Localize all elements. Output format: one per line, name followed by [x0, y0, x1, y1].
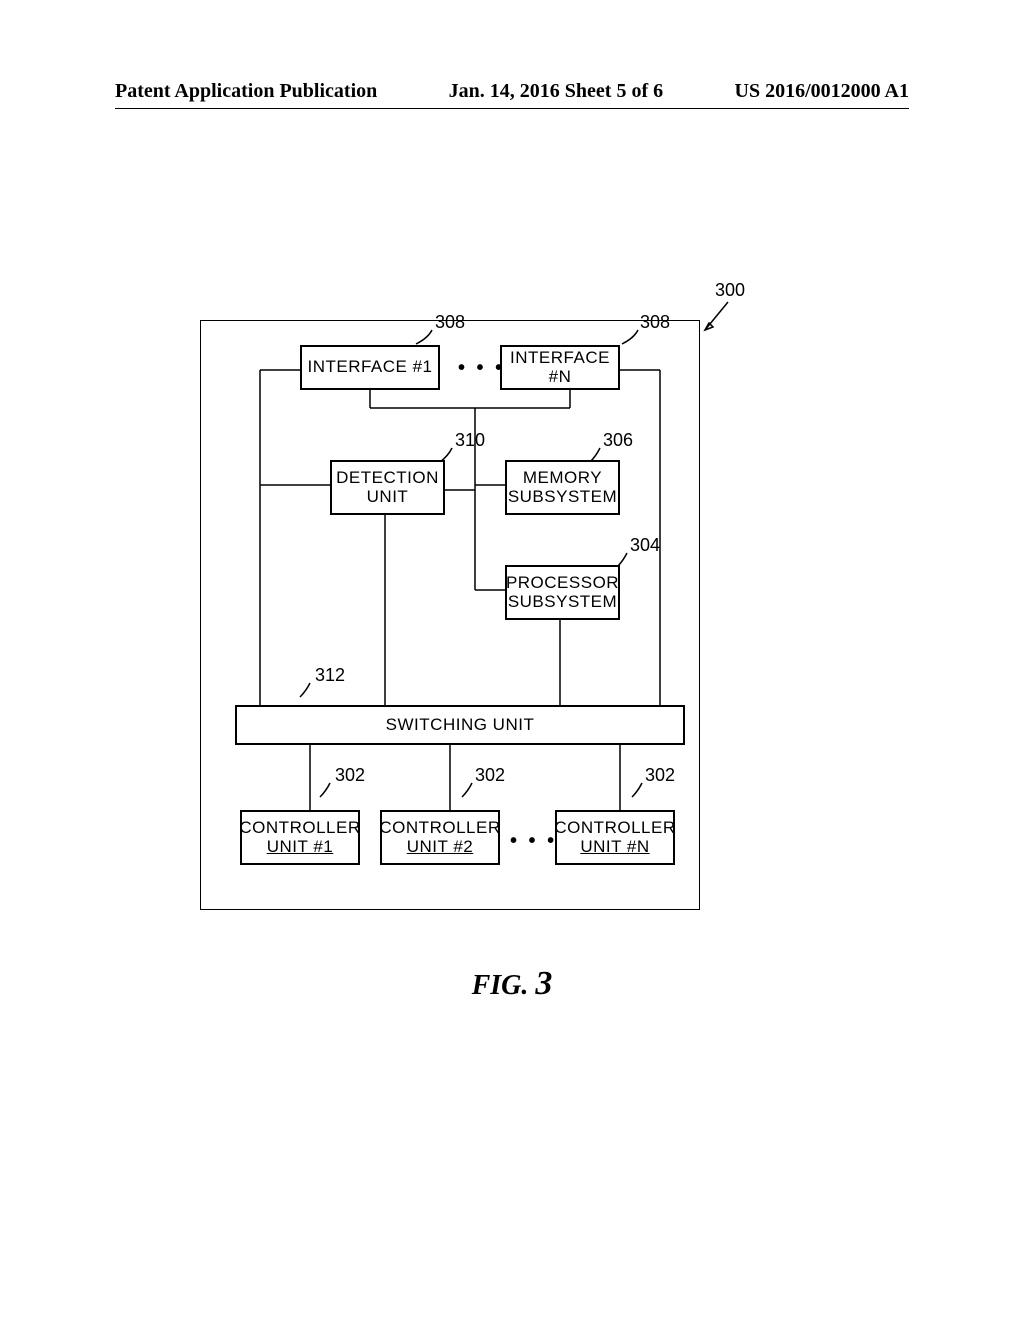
header-center: Jan. 14, 2016 Sheet 5 of 6 — [449, 80, 663, 103]
ref-controller-1: 302 — [335, 765, 365, 786]
page-header: Patent Application Publication Jan. 14, … — [0, 80, 1024, 103]
interface-1-label: INTERFACE #1 — [307, 358, 432, 377]
ref-controller-2: 302 — [475, 765, 505, 786]
block-controller-1: CONTROLLER UNIT #1 — [240, 810, 360, 865]
header-rule — [115, 108, 909, 109]
ref-interface-1: 308 — [435, 312, 465, 333]
detection-label-1: DETECTION — [336, 469, 439, 488]
fig-prefix: FIG. — [472, 970, 529, 1001]
interface-n-label: INTERFACE #N — [502, 349, 618, 386]
ref-controller-n: 302 — [645, 765, 675, 786]
memory-label-1: MEMORY — [523, 469, 602, 488]
controller-n-label-2: UNIT #N — [580, 838, 649, 857]
ref-memory: 306 — [603, 430, 633, 451]
block-memory: MEMORY SUBSYSTEM — [505, 460, 620, 515]
fig-number: 3 — [535, 965, 552, 1002]
controller-n-label-1: CONTROLLER — [554, 819, 675, 838]
block-detection: DETECTION UNIT — [330, 460, 445, 515]
header-left: Patent Application Publication — [115, 80, 377, 103]
processor-label-2: SUBSYSTEM — [508, 593, 617, 612]
block-switching: SWITCHING UNIT — [235, 705, 685, 745]
ref-detection: 310 — [455, 430, 485, 451]
ellipsis-controllers: • • • — [510, 830, 557, 853]
controller-1-label-1: CONTROLLER — [239, 819, 360, 838]
ref-processor: 304 — [630, 535, 660, 556]
block-interface-1: INTERFACE #1 — [300, 345, 440, 390]
ref-switching: 312 — [315, 665, 345, 686]
diagram: 300 — [200, 290, 720, 910]
block-controller-n: CONTROLLER UNIT #N — [555, 810, 675, 865]
block-interface-n: INTERFACE #N — [500, 345, 620, 390]
ellipsis-interfaces: • • • — [458, 357, 505, 380]
figure-caption: FIG. 3 — [0, 965, 1024, 1003]
block-processor: PROCESSOR SUBSYSTEM — [505, 565, 620, 620]
switching-label: SWITCHING UNIT — [386, 716, 535, 735]
detection-label-2: UNIT — [367, 488, 409, 507]
controller-2-label-1: CONTROLLER — [379, 819, 500, 838]
ref-interface-n: 308 — [640, 312, 670, 333]
controller-2-label-2: UNIT #2 — [407, 838, 474, 857]
block-controller-2: CONTROLLER UNIT #2 — [380, 810, 500, 865]
controller-1-label-2: UNIT #1 — [267, 838, 334, 857]
header-right: US 2016/0012000 A1 — [735, 80, 909, 103]
memory-label-2: SUBSYSTEM — [508, 488, 617, 507]
ref-system: 300 — [715, 280, 745, 301]
processor-label-1: PROCESSOR — [506, 574, 619, 593]
